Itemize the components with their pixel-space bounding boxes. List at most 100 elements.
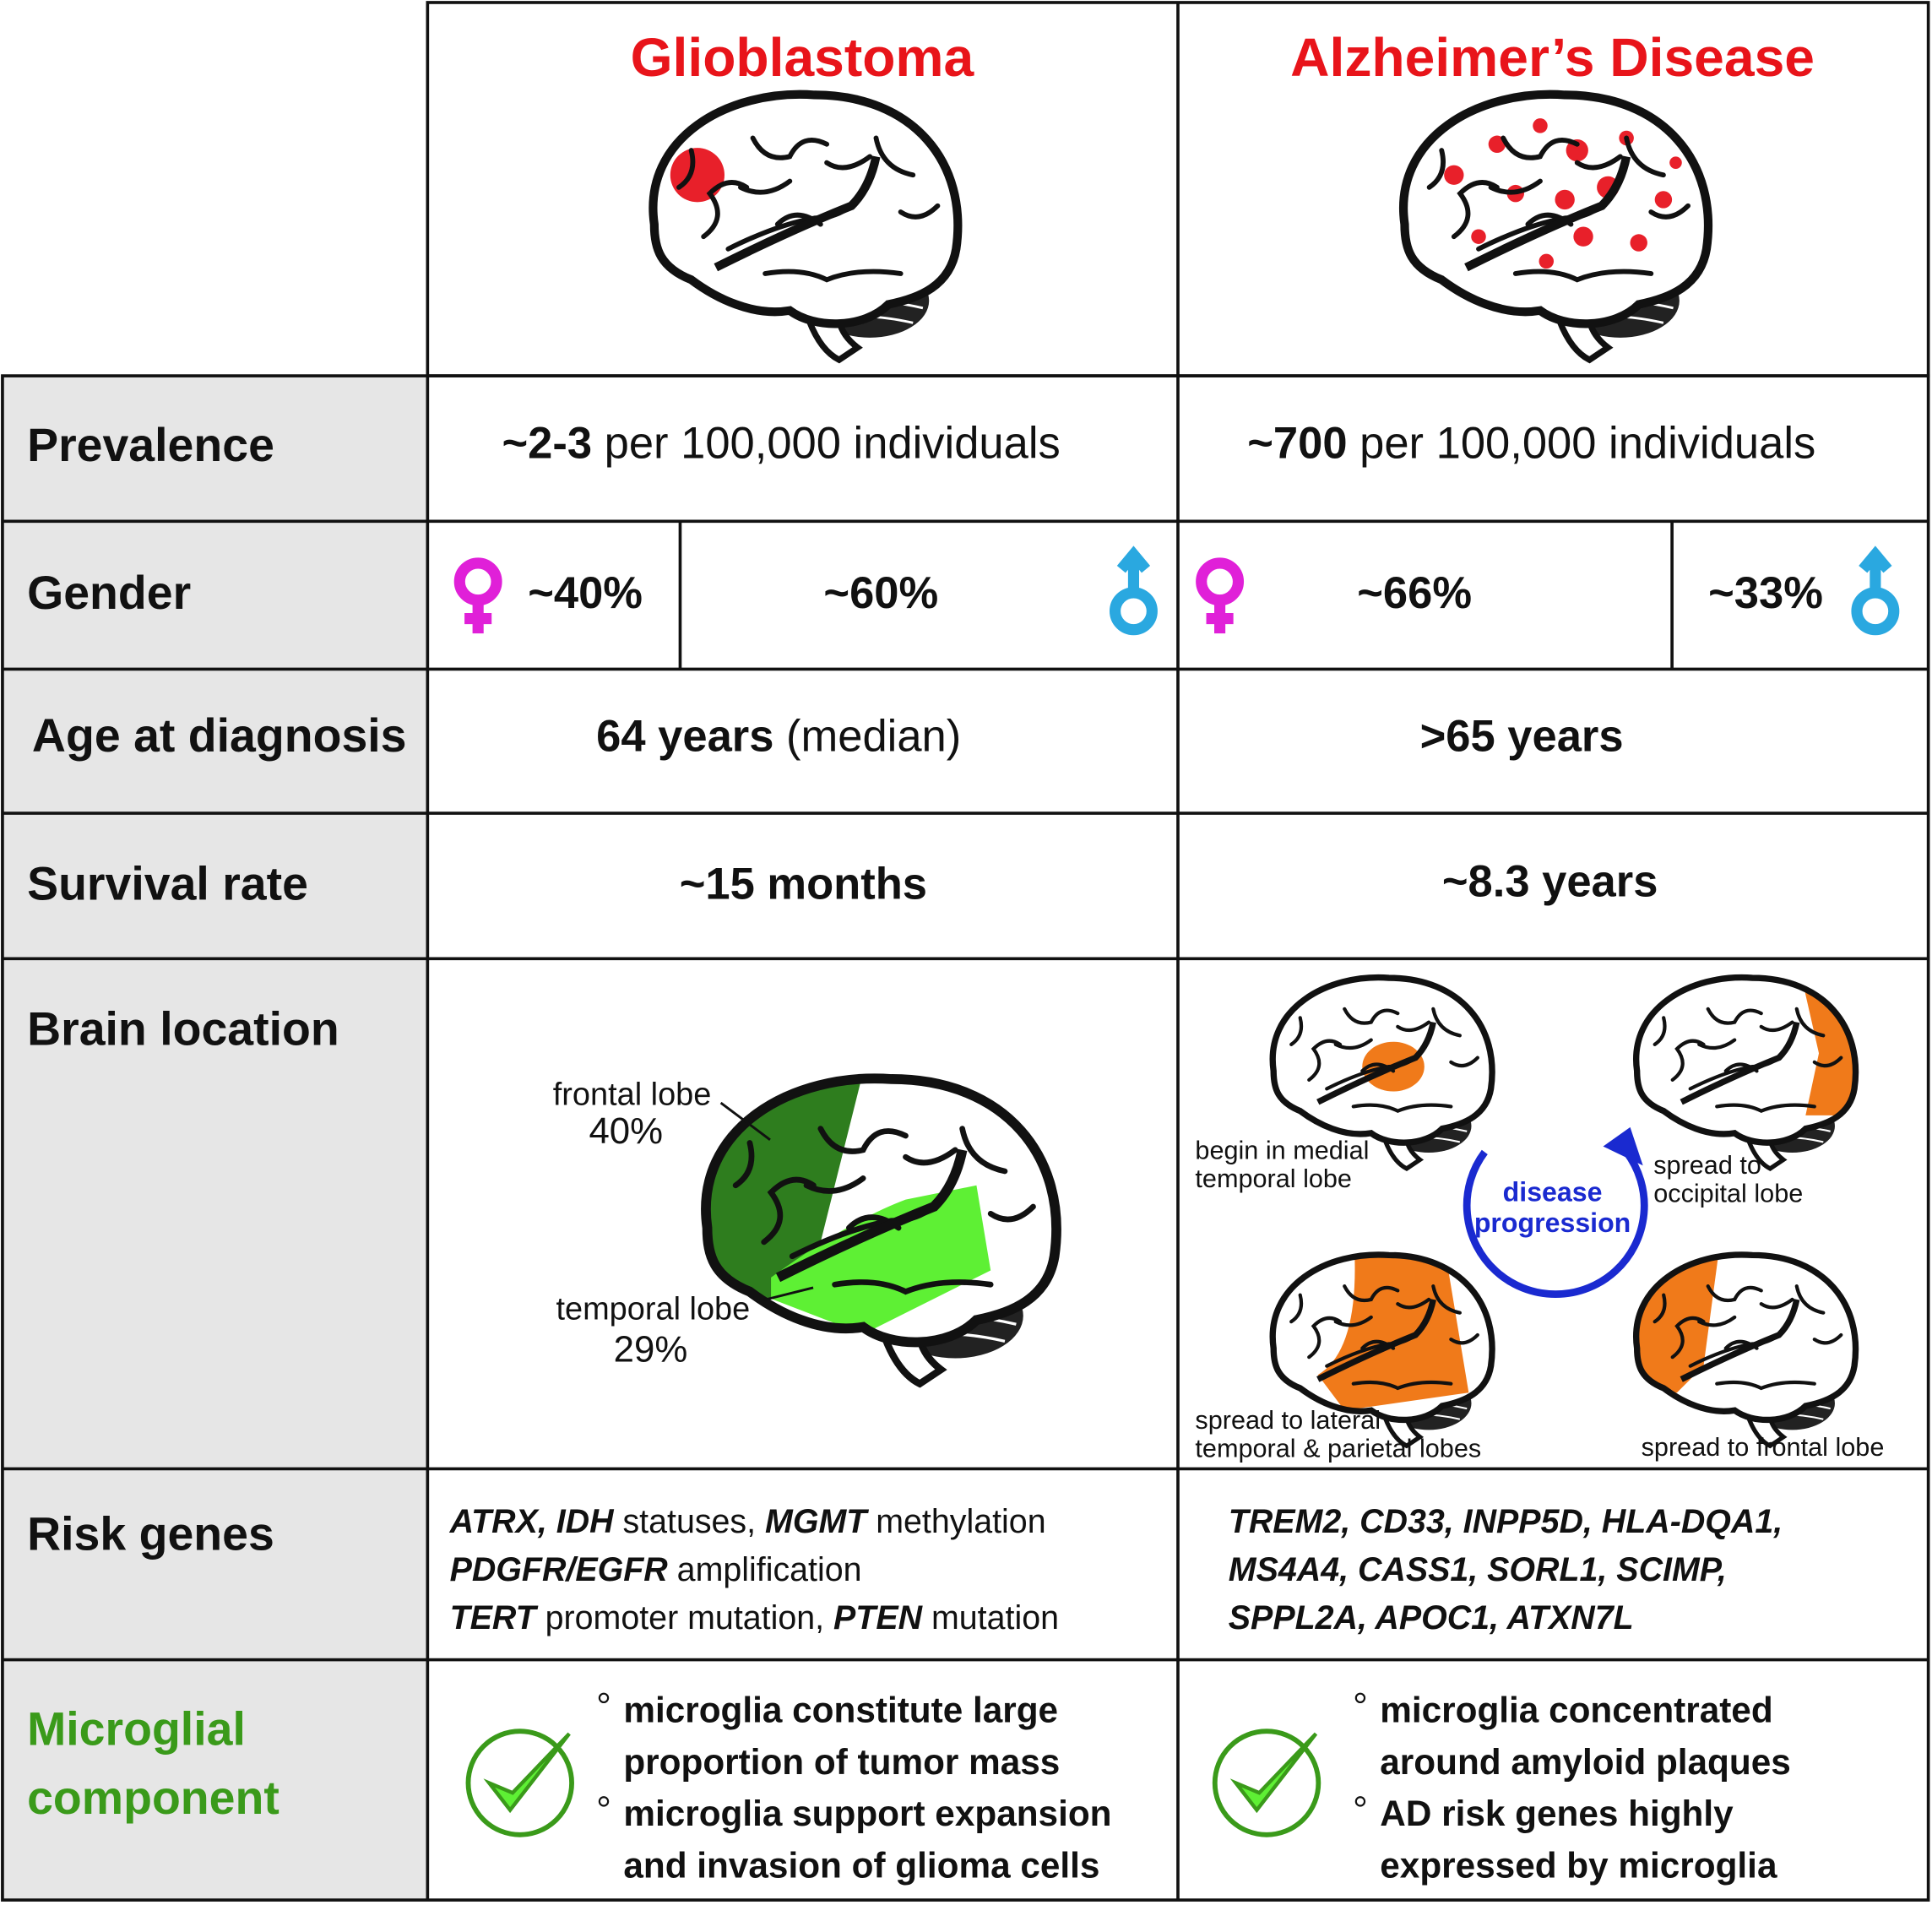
gene-line: TREM2, CD33, INPP5D, HLA-DQA1, xyxy=(1229,1503,1783,1540)
symbol-part xyxy=(1109,587,1158,636)
column-title: Alzheimer’s Disease xyxy=(1290,27,1815,88)
row-label: component xyxy=(27,1772,279,1824)
cell-text: ~40% xyxy=(528,568,643,618)
progression-label: progression xyxy=(1474,1208,1631,1238)
row-label: Prevalence xyxy=(27,419,274,471)
column-title: Glioblastoma xyxy=(631,27,975,88)
bullet-text: proportion of tumor mass xyxy=(623,1742,1060,1782)
row-label: Risk genes xyxy=(27,1508,274,1560)
lobe-percent: 29% xyxy=(614,1328,688,1370)
arrow-head xyxy=(1603,1126,1643,1166)
highlight-area xyxy=(1317,1254,1469,1411)
sylvian-fissure xyxy=(775,1148,968,1283)
text-run: per 100,000 individuals xyxy=(1348,418,1816,468)
stage-label: spread to xyxy=(1653,1151,1761,1180)
symbol-part xyxy=(1116,545,1151,593)
text-run: TREM2, CD33, INPP5D, HLA-DQA1, xyxy=(1229,1503,1783,1540)
brain-illustration xyxy=(1269,974,1495,1171)
sylvian-fissure xyxy=(1316,1299,1436,1382)
brain-outline-stroke xyxy=(1632,974,1859,1146)
text-run: MS4A4, CASS1, SORL1, SCIMP, xyxy=(1229,1551,1727,1588)
highlight-area xyxy=(771,1185,991,1334)
row-label: Microglial xyxy=(27,1702,246,1755)
text-run: mutation xyxy=(922,1599,1059,1636)
text-run: >65 years xyxy=(1420,711,1624,761)
symbol-part xyxy=(1196,557,1245,606)
highlight-area xyxy=(670,148,724,203)
check-mark xyxy=(1229,1732,1318,1814)
prevalence-value: ~2-3 per 100,000 individuals xyxy=(502,418,1060,468)
highlight-area xyxy=(1533,118,1548,133)
stage-label: temporal & parietal lobes xyxy=(1195,1435,1481,1463)
text-run: ~2-3 xyxy=(502,418,592,468)
gene-line: ATRX, IDH statuses, MGMT methylation xyxy=(449,1503,1046,1540)
check-circle xyxy=(465,1729,574,1837)
bullet-text: expressed by microglia xyxy=(1380,1845,1777,1885)
highlight-area xyxy=(1539,253,1555,269)
highlight-area xyxy=(1488,135,1506,153)
brain-illustration xyxy=(1269,1251,1495,1449)
sylvian-fissure xyxy=(714,155,881,272)
cell-text: ~15 months xyxy=(680,860,927,909)
text-run: (median) xyxy=(773,711,961,761)
highlight xyxy=(670,148,724,203)
bullet xyxy=(598,1692,610,1704)
label-column xyxy=(2,376,428,1901)
symbol-part xyxy=(1859,545,1892,593)
sylvian-fissure xyxy=(1680,1299,1800,1382)
text-run: MGMT xyxy=(765,1503,869,1540)
gene-line: MS4A4, CASS1, SORL1, SCIMP, xyxy=(1229,1551,1727,1588)
highlight-area xyxy=(1566,138,1588,162)
text-run: SPPL2A, APOC1, ATXN7L xyxy=(1229,1599,1634,1636)
row-label: Brain location xyxy=(27,1002,339,1055)
stage-label: temporal lobe xyxy=(1195,1164,1352,1193)
highlight-area xyxy=(1444,165,1464,185)
stage-label: spread to lateral xyxy=(1195,1406,1381,1435)
leader-line xyxy=(719,1101,814,1301)
symbol-part xyxy=(464,600,492,634)
bullet-text: AD risk genes highly xyxy=(1380,1794,1734,1833)
bullet-text: microglia concentrated xyxy=(1380,1690,1772,1729)
brain-illustration xyxy=(1398,90,1713,364)
bullet-text: around amyloid plaques xyxy=(1380,1742,1790,1782)
row-label: Age at diagnosis xyxy=(32,709,407,762)
text-run: ATRX, IDH xyxy=(449,1503,616,1540)
text-run: statuses, xyxy=(614,1503,765,1540)
stage-label: spread to frontal lobe xyxy=(1642,1433,1885,1462)
bullet xyxy=(1354,1796,1366,1807)
text-run: methylation xyxy=(866,1503,1045,1540)
lobe-label: temporal lobe xyxy=(556,1292,750,1327)
row-label: Gender xyxy=(27,567,191,619)
text-run: ~700 xyxy=(1247,418,1347,468)
brain-illustration xyxy=(1632,1251,1859,1449)
highlight-area xyxy=(1654,191,1673,209)
text-run: PDGFR/EGFR xyxy=(450,1551,669,1588)
sylvian-fissure xyxy=(1316,1021,1436,1105)
text-run: amplification xyxy=(668,1551,862,1588)
cell-text: ~66% xyxy=(1357,568,1472,618)
brain-outline-stroke xyxy=(1269,974,1495,1146)
text-run: TERT xyxy=(450,1599,539,1636)
female-symbol xyxy=(1196,557,1245,634)
sylvian-fissure xyxy=(1680,1021,1800,1105)
symbol-part xyxy=(1206,600,1234,634)
male-symbol xyxy=(1109,545,1158,636)
brain-outline-stroke xyxy=(649,90,963,328)
bullet-text: microglia constitute large xyxy=(623,1690,1058,1729)
symbol-part xyxy=(1851,587,1900,636)
gene-line: SPPL2A, APOC1, ATXN7L xyxy=(1229,1599,1634,1636)
text-run: per 100,000 individuals xyxy=(592,418,1061,468)
row-label: Survival rate xyxy=(27,857,308,909)
age-value: 64 years (median) xyxy=(596,711,961,761)
cell-text: ~60% xyxy=(823,568,938,618)
text-run: promoter mutation, xyxy=(536,1599,833,1636)
symbol-part xyxy=(453,557,502,606)
text-run: PTEN xyxy=(833,1599,924,1636)
male-symbol xyxy=(1851,545,1900,636)
highlight-area xyxy=(1471,229,1486,244)
highlight xyxy=(1317,1254,1469,1411)
gene-line: PDGFR/EGFR amplification xyxy=(450,1551,862,1588)
brain-illustration xyxy=(1632,974,1859,1171)
bullet xyxy=(598,1796,610,1807)
